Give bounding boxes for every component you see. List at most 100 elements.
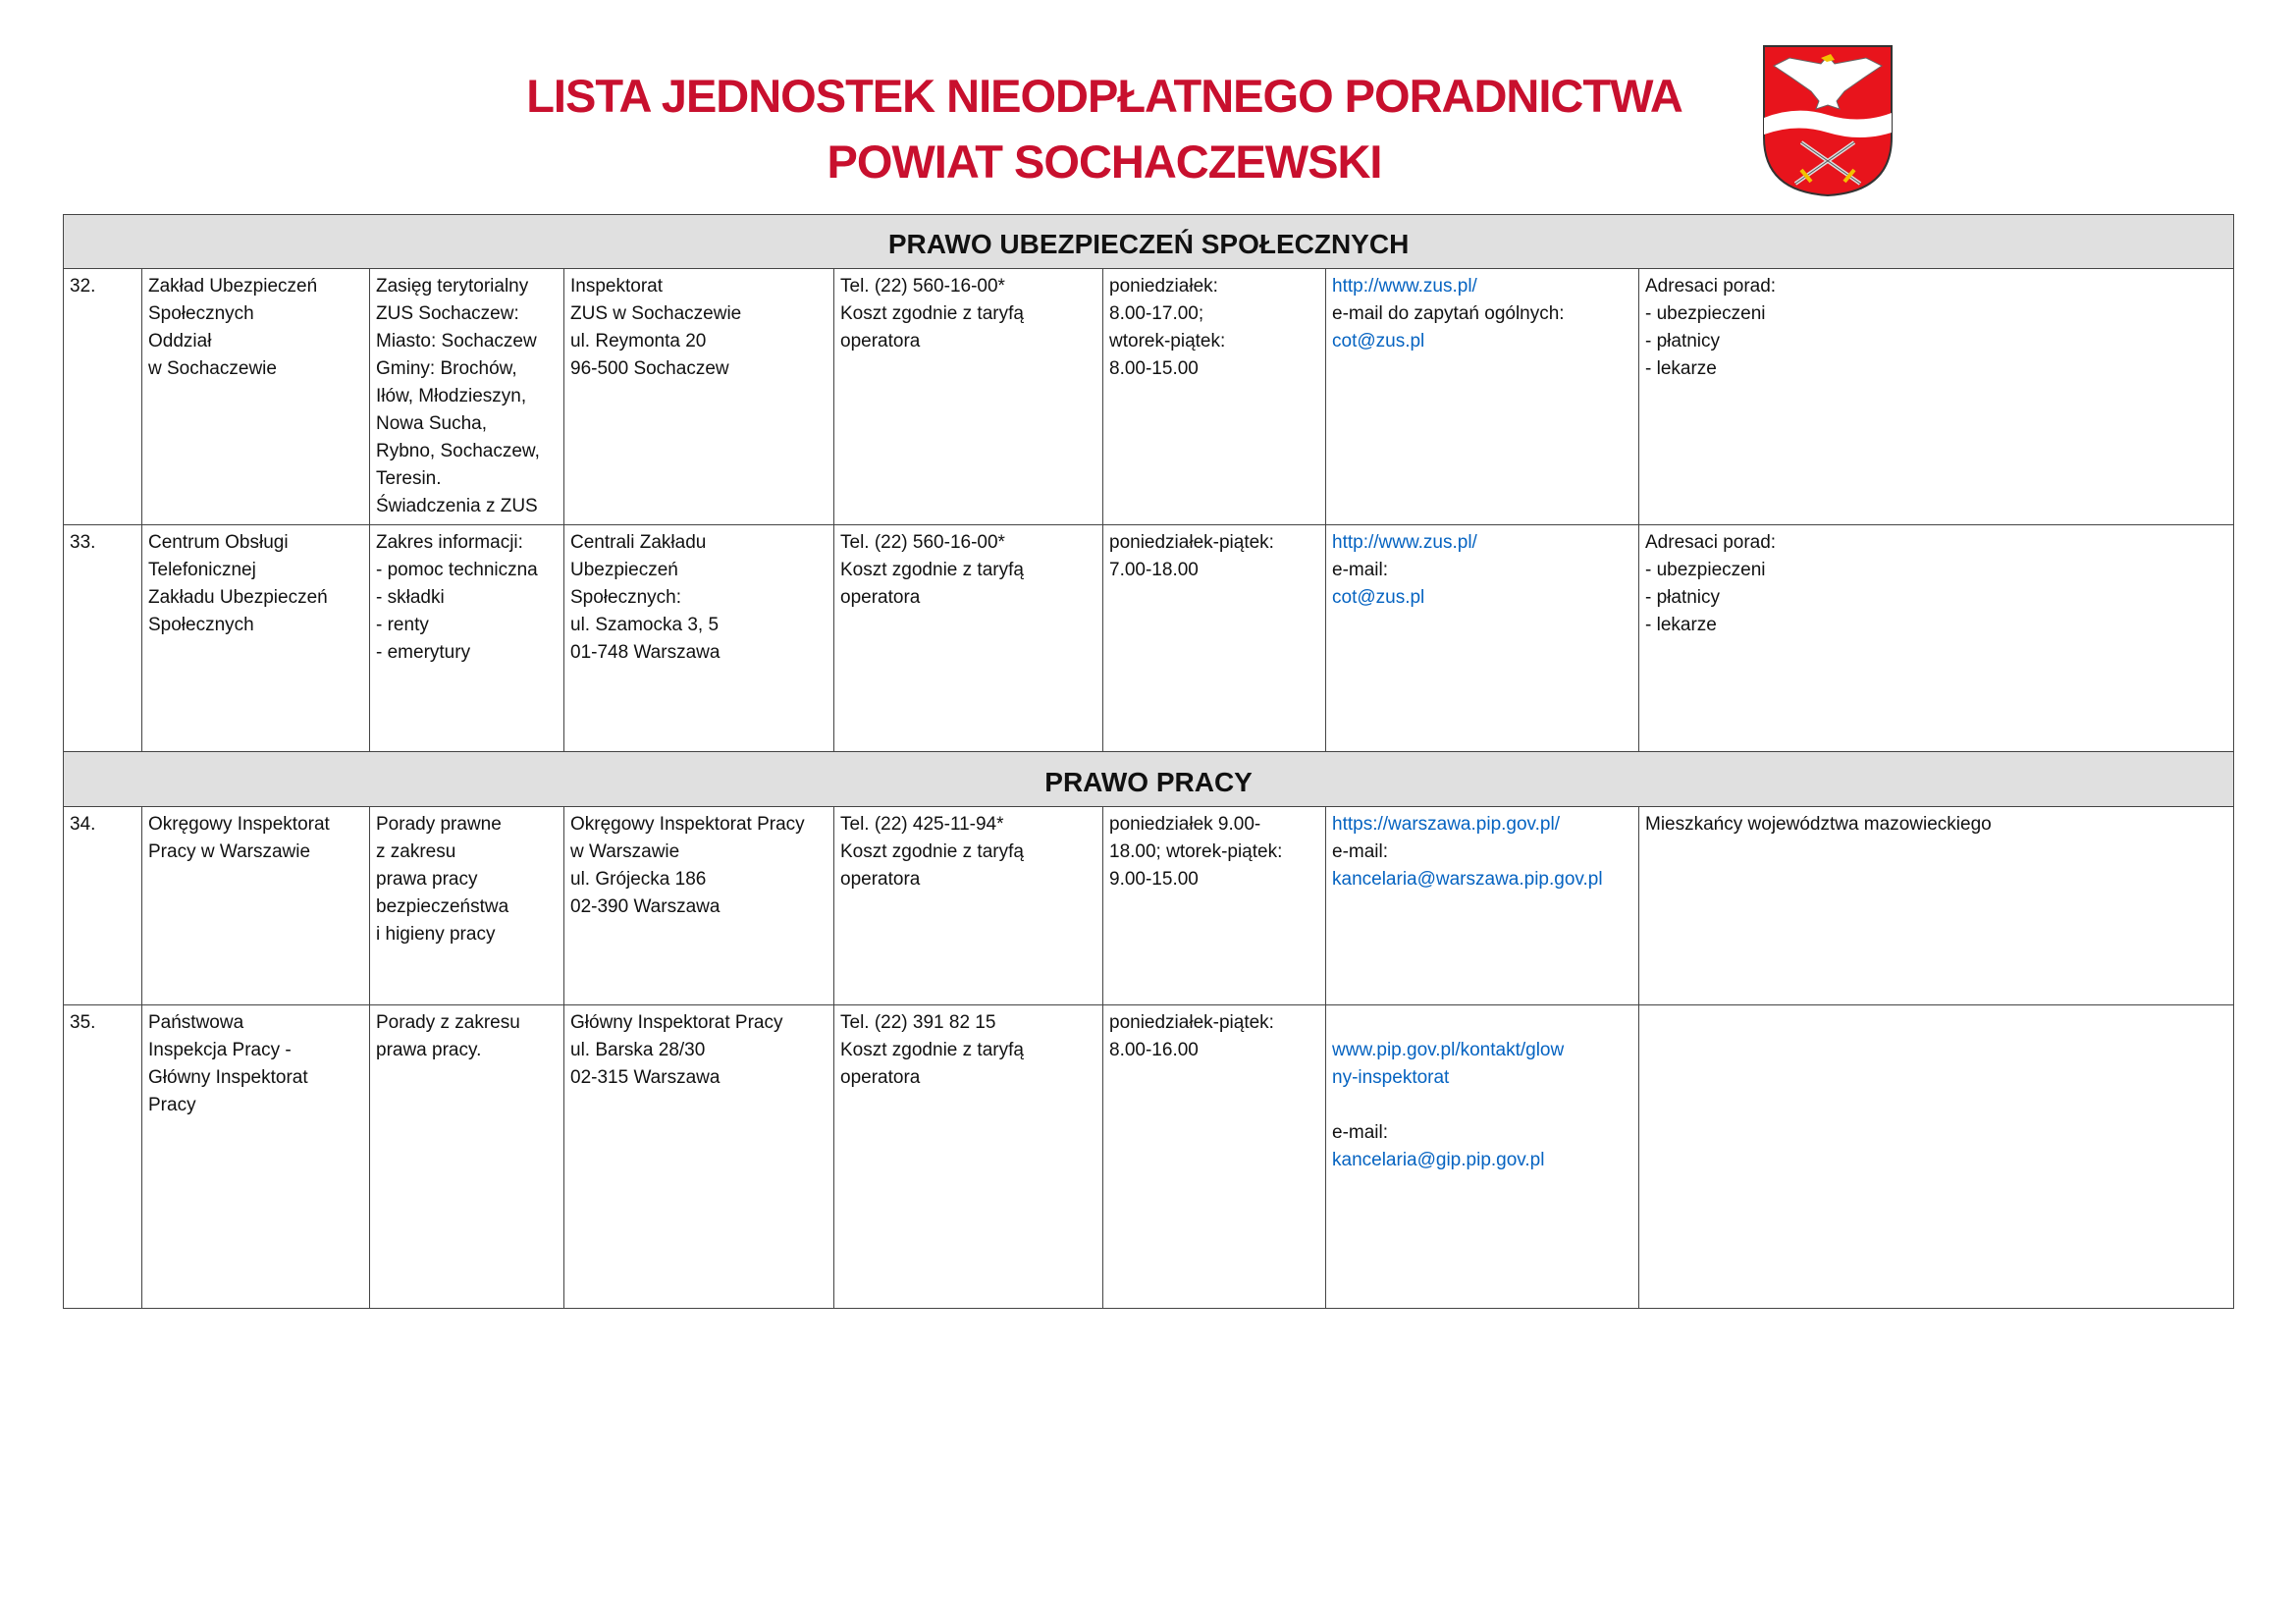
cell-text-line: Inspekcja Pracy -	[148, 1040, 292, 1060]
cell-text-line: w Warszawie	[570, 841, 680, 862]
cell-text-line: Tel. (22) 560-16-00*	[840, 276, 1005, 297]
cell-text-line: Tel. (22) 391 82 15	[840, 1012, 996, 1033]
cell-address: Centrali Zakładu Ubezpieczeń Społecznych: u…	[563, 524, 834, 752]
cell-website-email: http://www.zus.pl/e-mail do zapytań ogól…	[1325, 268, 1639, 525]
cell-text-line: operatora	[840, 587, 921, 608]
row-number: 33.	[63, 524, 142, 752]
table-row: 34. Okręgowy Inspektorat Pracy w Warszawie…	[63, 806, 2235, 1005]
cell-text-line: Pracy w Warszawie	[148, 841, 311, 862]
cell-text-line: 7.00-18.00	[1109, 560, 1199, 580]
cell-unit-name: Zakład Ubezpieczeń Społecznych Oddział w So…	[141, 268, 370, 525]
row-number: 35.	[63, 1004, 142, 1309]
link[interactable]: http://www.zus.pl/	[1332, 276, 1477, 297]
section-title: PRAWO PRACY	[62, 751, 2235, 807]
cell-opening-hours: poniedziałek-piątek: 7.00-18.00	[1102, 524, 1326, 752]
cell-text-line: Społecznych:	[570, 587, 682, 608]
cell-text-line: e-mail:	[1332, 1122, 1389, 1143]
cell-text-line: Ubezpieczeń	[570, 560, 678, 580]
cell-text-line: poniedziałek:	[1109, 276, 1218, 297]
link[interactable]: https://warszawa.pip.gov.pl/	[1332, 814, 1560, 835]
cell-text-line: e-mail do zapytań ogólnych:	[1332, 303, 1565, 324]
cell-text-line: Miasto: Sochaczew	[376, 331, 537, 352]
cell-address: Główny Inspektorat Pracy ul. Barska 28/30…	[563, 1004, 834, 1309]
cell-text-line: e-mail:	[1332, 841, 1389, 862]
cell-text-line: Główny Inspektorat	[148, 1067, 308, 1088]
cell-text-line: 01-748 Warszawa	[570, 642, 721, 663]
link[interactable]: cot@zus.pl	[1332, 331, 1425, 352]
cell-text-line: Zasięg terytorialny	[376, 276, 529, 297]
cell-text-line: Okręgowy Inspektorat	[148, 814, 330, 835]
cell-text-line: Społecznych	[148, 303, 254, 324]
cell-text-line: ZUS Sochaczew:	[376, 303, 519, 324]
cell-text-line: Okręgowy Inspektorat Pracy	[570, 814, 805, 835]
table-row: 33. Centrum Obsługi Telefonicznej Zakładu U…	[63, 524, 2235, 752]
cell-advice-scope: Porady prawne z zakresu prawa pracy bezpiec…	[369, 806, 564, 1005]
cell-text-line: Rybno, Sochaczew,	[376, 441, 540, 461]
cell-advice-scope: Zakres informacji: - pomoc techniczna - sk…	[369, 524, 564, 752]
section-header-row: PRAWO PRACY	[62, 751, 2235, 807]
cell-text-line: ZUS w Sochaczewie	[570, 303, 742, 324]
cell-text-line: Teresin.	[376, 468, 442, 489]
link[interactable]: cot@zus.pl	[1332, 587, 1425, 608]
cell-text-line: - płatnicy	[1645, 587, 1721, 608]
row-number: 34.	[63, 806, 142, 1005]
cell-text-line: 9.00-15.00	[1109, 869, 1199, 890]
cell-text-line: poniedziałek 9.00-	[1109, 814, 1261, 835]
cell-phone: Tel. (22) 425-11-94* Koszt zgodnie z tary…	[833, 806, 1103, 1005]
cell-text-line: - pomoc techniczna	[376, 560, 538, 580]
cell-text-line: wtorek-piątek:	[1109, 331, 1226, 352]
link[interactable]: kancelaria@gip.pip.gov.pl	[1332, 1150, 1545, 1170]
cell-text-line: Adresaci porad:	[1645, 532, 1777, 553]
coat-of-arms-emblem	[1763, 45, 1893, 197]
cell-text-line: Koszt zgodnie z taryfą	[840, 560, 1024, 580]
document-title-line1: LISTA JEDNOSTEK NIEODPŁATNEGO PORADNICTW…	[526, 70, 1683, 122]
cell-phone: Tel. (22) 391 82 15 Koszt zgodnie z taryf…	[833, 1004, 1103, 1309]
cell-text-line: Główny Inspektorat Pracy	[570, 1012, 783, 1033]
cell-phone: Tel. (22) 560-16-00* Koszt zgodnie z tary…	[833, 268, 1103, 525]
cell-text-line: Gminy: Brochów,	[376, 358, 517, 379]
cell-text-line: Świadczenia z ZUS	[376, 496, 538, 516]
link[interactable]: http://www.zus.pl/	[1332, 532, 1477, 553]
cell-website-email: www.pip.gov.pl/kontakt/glow ny-inspektora…	[1325, 1004, 1639, 1309]
cell-text-line: Inspektorat	[570, 276, 663, 297]
link[interactable]: www.pip.gov.pl/kontakt/glow	[1332, 1040, 1565, 1060]
cell-text-line: Zakład Ubezpieczeń	[148, 276, 318, 297]
cell-text-line: ul. Szamocka 3, 5	[570, 615, 720, 635]
cell-text-line: Porady prawne	[376, 814, 502, 835]
cell-text-line: 8.00-17.00;	[1109, 303, 1204, 324]
cell-opening-hours: poniedziałek-piątek: 8.00-16.00	[1102, 1004, 1326, 1309]
cell-text-line: Pracy	[148, 1095, 196, 1115]
cell-text-line	[1332, 1009, 1632, 1037]
cell-advice-scope: Porady z zakresu prawa pracy.	[369, 1004, 564, 1309]
cell-text-line: - lekarze	[1645, 615, 1717, 635]
cell-text-line: Koszt zgodnie z taryfą	[840, 1040, 1024, 1060]
cell-text-line: - składki	[376, 587, 445, 608]
cell-text-line: Iłów, Młodzieszyn,	[376, 386, 527, 406]
link[interactable]: ny-inspektorat	[1332, 1067, 1450, 1088]
cell-text-line: ul. Grójecka 186	[570, 869, 707, 890]
cell-recipients: Adresaci porad: - ubezpieczeni - płatnicy -…	[1637, 524, 2235, 752]
cell-text-line: ul. Reymonta 20	[570, 331, 707, 352]
cell-text-line: - płatnicy	[1645, 331, 1721, 352]
cell-text-line: e-mail:	[1332, 560, 1389, 580]
cell-text-line: Telefonicznej	[148, 560, 256, 580]
cell-text-line: Państwowa	[148, 1012, 244, 1033]
cell-recipients	[1637, 1004, 2235, 1309]
cell-text-line: Tel. (22) 560-16-00*	[840, 532, 1005, 553]
cell-recipients: Mieszkańcy województwa mazowieckiego	[1637, 806, 2235, 1005]
link[interactable]: kancelaria@warszawa.pip.gov.pl	[1332, 869, 1603, 890]
cell-text-line: Koszt zgodnie z taryfą	[840, 841, 1024, 862]
cell-text-line: - renty	[376, 615, 429, 635]
cell-text-line: Adresaci porad:	[1645, 276, 1777, 297]
cell-address: Okręgowy Inspektorat Pracy w Warszawie ul.…	[563, 806, 834, 1005]
cell-text-line: Porady z zakresu	[376, 1012, 520, 1033]
cell-address: Inspektorat ZUS w Sochaczewie ul. Reymonta…	[563, 268, 834, 525]
cell-text-line: 8.00-16.00	[1109, 1040, 1199, 1060]
cell-text-line: Nowa Sucha,	[376, 413, 488, 434]
cell-text-line: Zakładu Ubezpieczeń	[148, 587, 328, 608]
cell-text-line: i higieny pracy	[376, 924, 496, 945]
cell-phone: Tel. (22) 560-16-00* Koszt zgodnie z tary…	[833, 524, 1103, 752]
cell-text-line: Tel. (22) 425-11-94*	[840, 814, 1004, 835]
cell-text-line: bezpieczeństwa	[376, 896, 509, 917]
cell-advice-scope: Zasięg terytorialny ZUS Sochaczew: Miasto:…	[369, 268, 564, 525]
